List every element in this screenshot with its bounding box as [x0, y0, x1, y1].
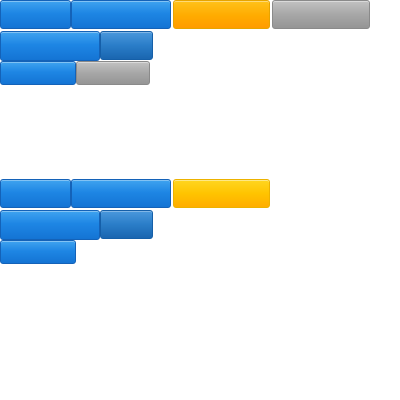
bottom-row2-button-2[interactable] — [100, 210, 153, 239]
bottom-row1-button-3[interactable] — [173, 179, 270, 208]
top-row1-button-3[interactable] — [173, 0, 270, 29]
top-row2-button-1[interactable] — [0, 31, 100, 61]
bottom-row3-button-1[interactable] — [0, 240, 76, 264]
top-row3-button-1[interactable] — [0, 61, 76, 85]
top-row1-button-4[interactable] — [272, 0, 370, 29]
bottom-row1-button-1[interactable] — [0, 179, 71, 208]
bottom-row2-button-1[interactable] — [0, 210, 100, 240]
top-row1-button-1[interactable] — [0, 0, 71, 29]
top-row2-button-2[interactable] — [100, 31, 153, 60]
top-row1-button-2[interactable] — [71, 0, 171, 29]
top-row3-button-2[interactable] — [76, 61, 150, 85]
bottom-row1-button-2[interactable] — [71, 179, 171, 208]
